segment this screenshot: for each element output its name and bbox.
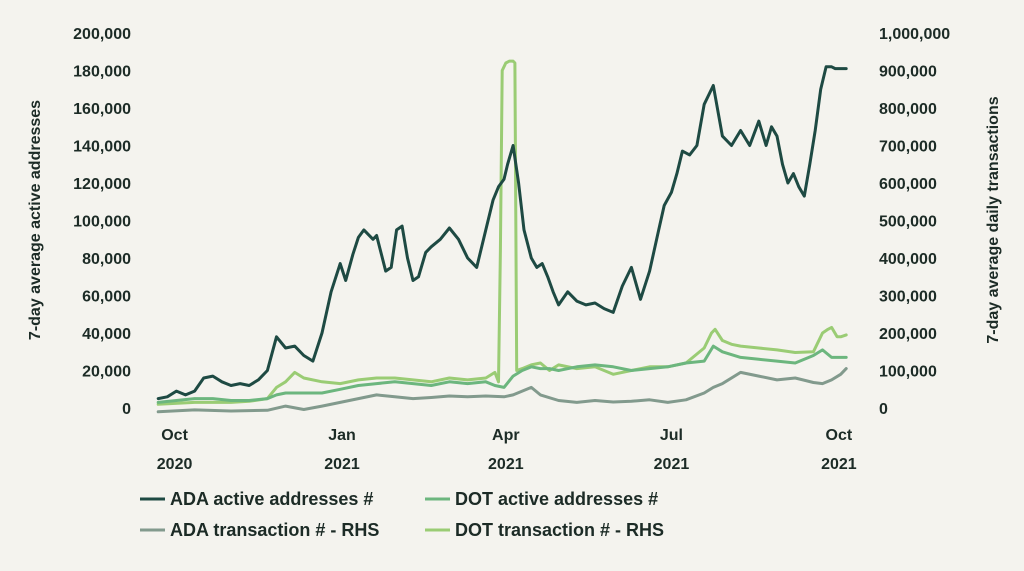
legend: ADA active addresses # DOT active addres…	[140, 489, 664, 540]
y-tick-left: 160,000	[73, 101, 131, 118]
y-tick-left: 20,000	[82, 364, 131, 381]
series-layer	[156, 59, 848, 414]
legend-label: ADA transaction # - RHS	[170, 520, 379, 540]
legend-item-ada-active: ADA active addresses #	[140, 489, 373, 509]
legend-item-ada-tx: ADA transaction # - RHS	[140, 520, 379, 540]
left-axis-title: 7-day average active addresses	[27, 100, 44, 340]
y-tick-left: 100,000	[73, 214, 131, 231]
x-tick-year: 2021	[654, 456, 690, 473]
x-tick-month: Oct	[161, 427, 188, 444]
legend-label: DOT active addresses #	[455, 489, 658, 509]
y-tick-left: 0	[122, 401, 131, 418]
x-tick-year: 2021	[821, 456, 857, 473]
right-axis-title: 7-day average daily transactions	[985, 96, 1002, 343]
y-tick-right: 1,000,000	[879, 26, 950, 43]
left-y-axis-ticks: 0 20,000 40,000 60,000 80,000 100,000 120,000 1…	[73, 26, 131, 418]
y-tick-right: 400,000	[879, 251, 937, 268]
x-tick-month: Jul	[660, 427, 683, 444]
y-tick-right: 700,000	[879, 139, 937, 156]
y-tick-right: 300,000	[879, 289, 937, 306]
y-tick-left: 120,000	[73, 176, 131, 193]
right-y-axis-ticks: 0 100,000 200,000 300,000 400,000 500,000 600,…	[879, 26, 950, 418]
y-tick-left: 60,000	[82, 289, 131, 306]
series-line-ada-active-addresses	[156, 65, 848, 401]
x-axis-ticks: Oct 2020 Jan 2021 Apr 2021 Jul 2021 Oct 2021	[157, 427, 857, 473]
x-tick-year: 2021	[488, 456, 524, 473]
legend-label: DOT transaction # - RHS	[455, 520, 664, 540]
y-tick-right: 100,000	[879, 364, 937, 381]
y-tick-left: 200,000	[73, 26, 131, 43]
y-tick-left: 40,000	[82, 326, 131, 343]
y-tick-right: 200,000	[879, 326, 937, 343]
x-tick-year: 2020	[157, 456, 193, 473]
series-line-dot-active-addresses	[156, 344, 848, 404]
x-tick-month: Jan	[328, 427, 356, 444]
x-tick-month: Apr	[492, 427, 520, 444]
y-tick-right: 500,000	[879, 214, 937, 231]
y-tick-left: 80,000	[82, 251, 131, 268]
legend-label: ADA active addresses #	[170, 489, 373, 509]
y-tick-left: 180,000	[73, 64, 131, 81]
series-line-ada-transaction-rhs	[156, 367, 848, 414]
y-tick-right: 0	[879, 401, 888, 418]
legend-item-dot-active: DOT active addresses #	[425, 489, 658, 509]
legend-item-dot-tx: DOT transaction # - RHS	[425, 520, 664, 540]
y-tick-right: 900,000	[879, 64, 937, 81]
y-tick-left: 140,000	[73, 139, 131, 156]
x-tick-month: Oct	[826, 427, 853, 444]
y-tick-right: 600,000	[879, 176, 937, 193]
y-tick-right: 800,000	[879, 101, 937, 118]
series-line-dot-transaction-rhs	[156, 59, 848, 406]
x-tick-year: 2021	[324, 456, 360, 473]
